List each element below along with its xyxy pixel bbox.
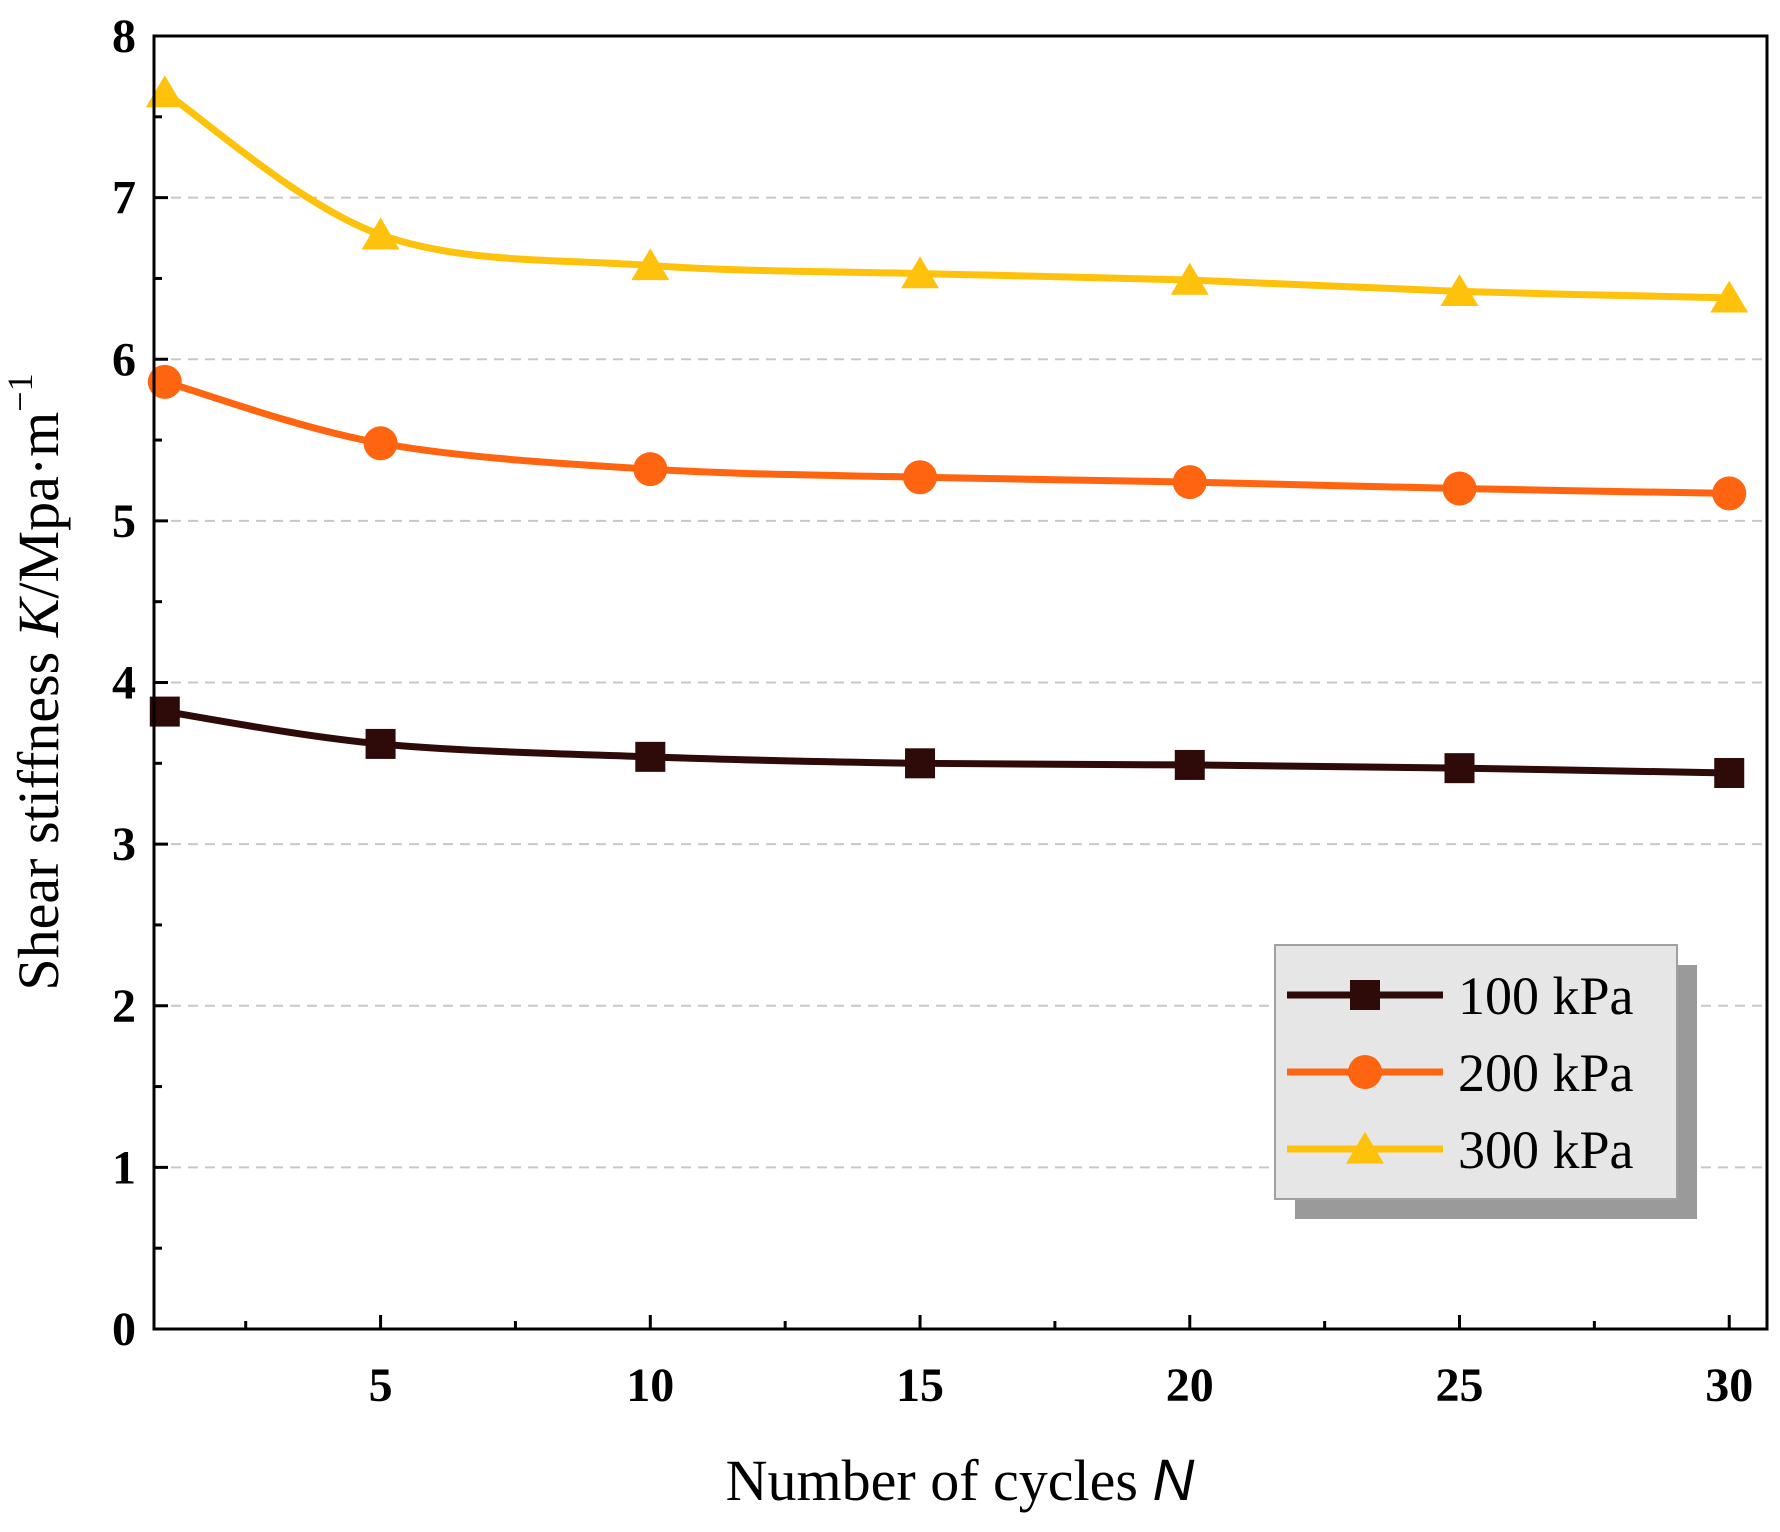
data-point bbox=[1440, 274, 1479, 307]
y-tick-label: 3 bbox=[112, 818, 136, 871]
y-tick-label: 8 bbox=[112, 10, 136, 63]
legend-label: 300 kPa bbox=[1458, 1120, 1634, 1180]
legend-marker bbox=[1348, 1055, 1382, 1089]
legend-item-1: 100 kPa bbox=[1287, 966, 1634, 1026]
y-tick-label: 4 bbox=[112, 657, 136, 710]
data-point bbox=[1174, 749, 1205, 780]
x-tick-label: 20 bbox=[1166, 1359, 1214, 1412]
y-tick-label: 5 bbox=[112, 495, 136, 548]
series-line bbox=[163, 378, 1730, 497]
data-point bbox=[145, 75, 184, 108]
legend-label: 200 kPa bbox=[1458, 1043, 1634, 1103]
series-100-kpa bbox=[149, 696, 1745, 789]
legend-label: 100 kPa bbox=[1458, 966, 1634, 1026]
data-point bbox=[903, 460, 938, 495]
legend-marker bbox=[1346, 1131, 1384, 1164]
x-tick-label: 30 bbox=[1705, 1359, 1753, 1412]
data-point bbox=[635, 741, 666, 772]
data-point bbox=[361, 217, 400, 250]
data-point bbox=[1714, 758, 1745, 789]
series-300-kpa bbox=[145, 75, 1749, 313]
data-point bbox=[633, 452, 668, 487]
data-point bbox=[905, 748, 936, 779]
x-tick-label: 10 bbox=[626, 1359, 674, 1412]
data-point bbox=[1442, 471, 1477, 506]
series-line bbox=[162, 89, 1730, 302]
axis-tick-labels: 0 1 2 3 4 5 6 7 8 5 10 15 20 25 30 bbox=[112, 10, 1753, 1412]
x-tick-label: 25 bbox=[1436, 1359, 1484, 1412]
data-point bbox=[1444, 753, 1475, 784]
legend-item-2: 200 kPa bbox=[1287, 1043, 1634, 1103]
y-tick-label: 1 bbox=[112, 1141, 136, 1194]
x-axis-title: Number of cycles N bbox=[726, 1448, 1195, 1513]
y-tick-label: 2 bbox=[112, 980, 136, 1033]
y-tick-label: 7 bbox=[112, 172, 136, 225]
data-point bbox=[1172, 465, 1207, 500]
x-tick-label: 5 bbox=[369, 1359, 393, 1412]
series-200-kpa bbox=[147, 364, 1747, 511]
series-line bbox=[164, 708, 1730, 777]
y-axis-title: Shear stiffness K/Mpa·m−1 bbox=[0, 373, 71, 990]
data-point bbox=[363, 426, 398, 461]
legend-marker bbox=[1350, 980, 1380, 1010]
x-tick-label: 15 bbox=[896, 1359, 944, 1412]
data-point bbox=[365, 728, 396, 759]
legend: 100 kPa 200 kPa 300 kPa bbox=[1274, 944, 1697, 1219]
axis-ticks bbox=[154, 34, 1731, 1331]
y-tick-label: 6 bbox=[112, 333, 136, 386]
data-point bbox=[631, 248, 670, 281]
data-point bbox=[901, 256, 940, 289]
legend-item-3: 300 kPa bbox=[1287, 1120, 1634, 1180]
data-point bbox=[1710, 280, 1749, 313]
data-point bbox=[1712, 476, 1747, 511]
series-layer bbox=[145, 75, 1749, 789]
y-tick-label: 0 bbox=[112, 1303, 136, 1356]
data-point bbox=[1170, 262, 1209, 295]
data-point bbox=[147, 364, 182, 399]
